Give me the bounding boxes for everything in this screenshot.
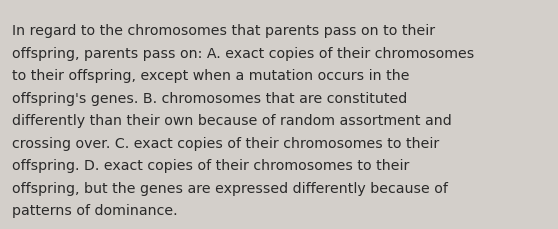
Text: crossing over. C. exact copies of their chromosomes to their: crossing over. C. exact copies of their … (12, 136, 440, 150)
Text: offspring's genes. B. chromosomes that are constituted: offspring's genes. B. chromosomes that a… (12, 91, 407, 105)
Text: patterns of dominance.: patterns of dominance. (12, 204, 178, 218)
Text: offspring, parents pass on: A. exact copies of their chromosomes: offspring, parents pass on: A. exact cop… (12, 46, 474, 60)
Text: In regard to the chromosomes that parents pass on to their: In regard to the chromosomes that parent… (12, 24, 435, 38)
Text: differently than their own because of random assortment and: differently than their own because of ra… (12, 114, 452, 128)
Text: offspring. D. exact copies of their chromosomes to their: offspring. D. exact copies of their chro… (12, 159, 410, 173)
Text: offspring, but the genes are expressed differently because of: offspring, but the genes are expressed d… (12, 181, 448, 195)
Text: to their offspring, except when a mutation occurs in the: to their offspring, except when a mutati… (12, 69, 410, 83)
